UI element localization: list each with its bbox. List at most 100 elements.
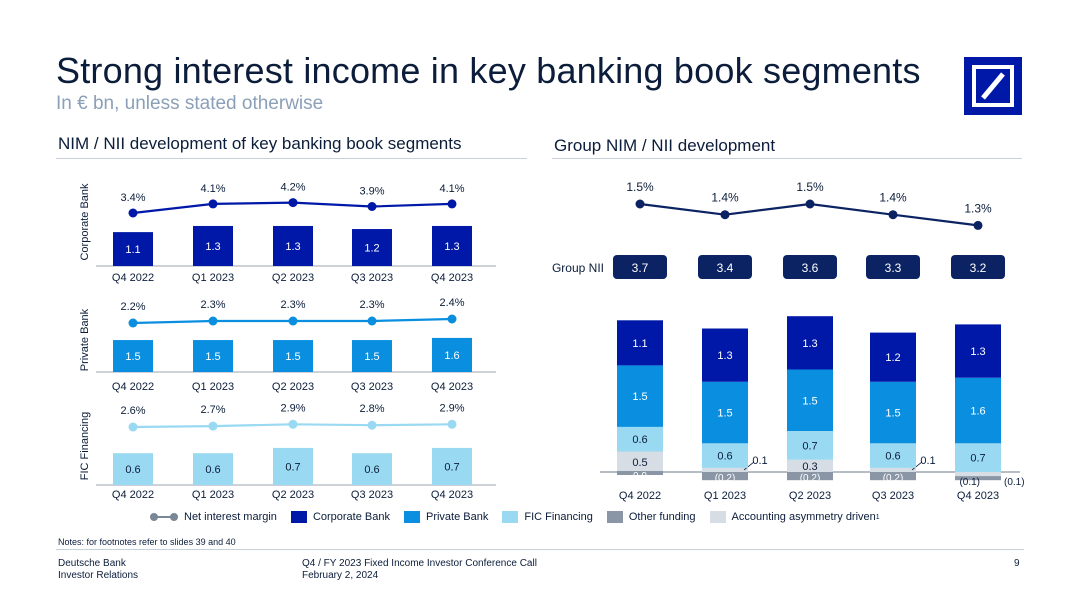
stack-segment (787, 459, 833, 472)
page-subtitle: In € bn, unless stated otherwise (56, 93, 324, 114)
notes: Notes: for footnotes refer to slides 39 … (58, 537, 236, 547)
bar (273, 225, 313, 266)
nim-label: 2.8% (359, 403, 384, 415)
bar-value-label: 1.6 (444, 350, 459, 362)
panel-ylabel: FIC Financing (79, 412, 91, 480)
nim-label: 2.6% (120, 405, 145, 417)
nim-point (288, 419, 298, 429)
nim-point (367, 316, 377, 326)
group-nii-value: 3.2 (970, 261, 987, 275)
group-nii-value: 3.6 (802, 261, 819, 275)
stack-segment (870, 472, 916, 481)
bar-value-label: 0.6 (205, 464, 220, 476)
stack-segment (617, 320, 663, 366)
group-nii-pill (698, 255, 752, 279)
x-tick-label: Q1 2023 (192, 489, 234, 501)
deutsche-bank-logo (964, 57, 1022, 115)
group-nii-pill (951, 255, 1005, 279)
nim-label: 3.4% (120, 192, 145, 204)
group-nim-label: 1.4% (879, 191, 907, 205)
stack-segment (955, 377, 1001, 444)
legend-item-other-funding: Other funding (606, 511, 696, 523)
left-section-title: NIM / NII development of key banking boo… (58, 134, 462, 153)
right-section-title: Group NIM / NII development (554, 136, 776, 155)
footer-event: Q4 / FY 2023 Fixed Income Investor Confe… (302, 558, 537, 569)
stack-value-label: (0.1) (1004, 477, 1025, 488)
stack-value-label: 1.3 (970, 346, 985, 358)
group-nim-point (888, 210, 898, 220)
bar (352, 453, 392, 485)
x-tick-label: Q3 2023 (351, 381, 393, 393)
group-nii-pill (783, 255, 837, 279)
legend-swatch (502, 511, 519, 523)
bar-value-label: 1.1 (125, 244, 140, 256)
bar-value-label: 1.3 (444, 241, 459, 253)
stack-segment (617, 451, 663, 472)
nim-point (208, 316, 218, 326)
nim-label: 4.1% (200, 183, 225, 195)
legend-label: Corporate Bank (312, 511, 390, 523)
group-nim-point (635, 199, 645, 209)
bar-value-label: 0.6 (364, 464, 379, 476)
nim-label: 3.9% (359, 186, 384, 198)
legend-swatch (709, 511, 726, 523)
bar (113, 453, 153, 485)
group-x-tick-label: Q3 2023 (872, 490, 914, 502)
legend-swatch (403, 511, 420, 523)
nim-point (447, 314, 457, 324)
nim-point (288, 316, 298, 326)
legend-item-accounting-asymmetry: Accounting asymmetry driven 1 (709, 511, 880, 523)
group-x-tick-label: Q2 2023 (789, 490, 831, 502)
stack-value-label: 1.5 (632, 391, 647, 403)
stack-segment (702, 328, 748, 382)
nim-label: 2.4% (439, 297, 464, 309)
nim-label: 2.7% (200, 404, 225, 416)
x-tick-label: Q2 2023 (272, 489, 314, 501)
stack-value-label: (0.1) (959, 477, 980, 488)
bar-value-label: 1.5 (125, 351, 140, 363)
group-nii-pill (866, 255, 920, 279)
stack-value-label: 1.6 (970, 406, 985, 418)
stack-segment (955, 472, 1001, 477)
bar-value-label: 0.6 (125, 464, 140, 476)
x-tick-label: Q4 2022 (112, 381, 154, 393)
x-tick-label: Q4 2023 (431, 489, 473, 501)
bar-value-label: 1.5 (285, 351, 300, 363)
bar (113, 340, 153, 372)
x-tick-label: Q2 2023 (272, 381, 314, 393)
stack-segment (870, 467, 916, 472)
nim-point (367, 420, 377, 430)
logo-slash-icon (981, 72, 1005, 100)
legend-item-net-interest-margin: Net interest margin (150, 511, 277, 523)
legend-swatch (606, 511, 623, 523)
group-nim-label: 1.3% (964, 201, 992, 215)
group-x-tick-label: Q4 2022 (619, 490, 661, 502)
page-number: 9 (1014, 558, 1020, 569)
legend-label: Other funding (628, 511, 696, 523)
stack-segment (787, 431, 833, 460)
stack-value-label: 1.3 (802, 338, 817, 350)
logo-square-icon (972, 65, 1014, 107)
panel-ylabel: Private Bank (79, 308, 91, 371)
stack-value-label: 1.5 (802, 395, 817, 407)
x-tick-label: Q4 2022 (112, 272, 154, 284)
x-tick-label: Q3 2023 (351, 489, 393, 501)
stack-segment (955, 443, 1001, 472)
page-title: Strong interest income in key banking bo… (56, 50, 921, 91)
bar-value-label: 0.7 (444, 461, 459, 473)
nim-label: 2.9% (439, 402, 464, 414)
nim-point (447, 419, 457, 429)
stack-value-label: (0.2) (883, 473, 904, 484)
bar-value-label: 1.2 (364, 243, 379, 255)
stack-segment (955, 324, 1001, 378)
stack-segment (702, 381, 748, 444)
stack-value-label: 0.5 (632, 457, 647, 469)
bar (432, 225, 472, 266)
x-tick-label: Q2 2023 (272, 272, 314, 284)
group-nii-label: Group NII (552, 261, 604, 275)
stack-segment (617, 426, 663, 452)
group-nim-point (805, 199, 815, 209)
stack-segment (787, 316, 833, 370)
